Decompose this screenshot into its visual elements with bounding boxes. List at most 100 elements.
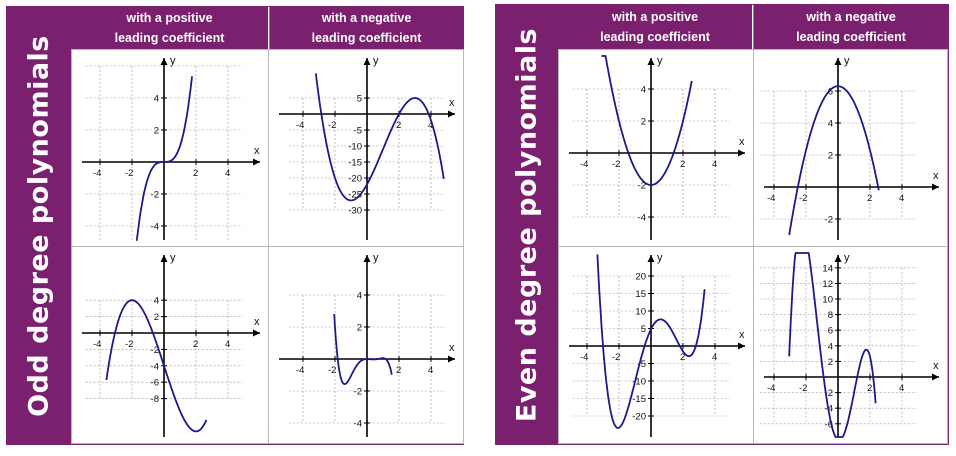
x-tick-label: -4: [296, 365, 304, 376]
y-tick-label: -5: [354, 126, 362, 137]
x-axis-arrow: [738, 149, 745, 157]
y-tick-label: -4: [151, 361, 159, 372]
graph-svg: x y -4 -2 2 4 4 2 -2 -4: [82, 55, 260, 241]
x-tick-label: 4: [225, 339, 230, 350]
x-axis-label: x: [254, 145, 260, 157]
x-tick-label: 4: [712, 159, 717, 170]
header-line2: leading coefficient: [311, 31, 422, 45]
y-tick-label: 14: [822, 263, 833, 274]
y-axis-arrow: [647, 255, 655, 262]
y-axis-arrow: [363, 58, 371, 65]
graph-even-negative-top: x y -4 -2 2 4 6 4 2 -2: [753, 49, 948, 247]
y-tick-label: -25: [348, 190, 362, 201]
header-line2: leading coefficient: [114, 31, 225, 45]
graph-svg: x y -4 -2 2 4 6 4 2 -2: [759, 55, 939, 240]
x-axis-arrow: [932, 373, 939, 381]
x-tick-label: -4: [296, 120, 304, 131]
polynomial-curve: [135, 76, 193, 241]
polynomial-curve: [788, 252, 877, 438]
x-tick-label: 4: [899, 383, 904, 394]
odd-header-negative: with a negative leading coefficient: [269, 7, 463, 49]
polynomial-curve: [596, 254, 706, 429]
x-axis-arrow: [448, 110, 455, 118]
y-axis-arrow: [160, 58, 168, 65]
y-tick-label: -5: [638, 359, 646, 370]
y-tick-label: 2: [357, 323, 362, 334]
x-tick-label: -2: [125, 339, 133, 350]
x-tick-label: -2: [328, 120, 336, 131]
y-tick-label: 4: [641, 85, 646, 96]
x-tick-label: 2: [396, 120, 401, 131]
y-tick-label: -4: [638, 213, 646, 224]
y-tick-label: 4: [154, 296, 159, 307]
x-axis-label: x: [933, 360, 939, 372]
y-tick-label: -20: [632, 412, 646, 423]
y-axis-label: y: [844, 252, 850, 264]
even-header-negative: with a negative leading coefficient: [753, 5, 948, 49]
x-tick-label: 4: [428, 365, 433, 376]
y-tick-label: 15: [635, 289, 646, 300]
y-tick-label: 4: [357, 291, 362, 302]
x-axis-arrow: [738, 342, 745, 350]
grid-lines: [759, 267, 917, 425]
y-tick-label: 2: [641, 117, 646, 128]
x-tick-label: -4: [580, 352, 588, 363]
x-tick-label: -2: [612, 352, 620, 363]
x-tick-label: -4: [580, 159, 588, 170]
graph-odd-positive-top: x y -4 -2 2 4 4 2 -2 -4: [71, 49, 269, 247]
y-tick-label: -2: [825, 215, 833, 226]
polynomial-curve: [601, 55, 693, 186]
y-tick-label: 4: [154, 94, 159, 105]
y-tick-label: -6: [151, 378, 159, 389]
y-axis-label: y: [373, 55, 379, 67]
y-axis-arrow: [363, 255, 371, 262]
y-axis-arrow: [834, 255, 842, 262]
graph-odd-positive-bottom: x y -4 -2 2 4 4 2 -2 -4 -6 -8: [71, 246, 269, 444]
y-tick-label: -4: [354, 419, 362, 430]
x-tick-label: 4: [712, 352, 717, 363]
x-tick-label: 4: [225, 168, 230, 179]
header-line1: with a negative: [806, 10, 896, 24]
y-tick-label: 10: [822, 295, 833, 306]
y-tick-label: -6: [825, 419, 833, 430]
header-line1: with a negative: [321, 11, 412, 25]
y-tick-label: -20: [348, 174, 362, 185]
y-tick-label: -30: [348, 206, 362, 217]
x-tick-label: -4: [767, 383, 775, 394]
graph-odd-negative-bottom: x y -4 -2 2 4 4 2 -2 -4: [268, 246, 464, 444]
grid-lines: [85, 65, 243, 240]
x-tick-label: -2: [328, 365, 336, 376]
x-axis-label: x: [933, 170, 939, 182]
x-tick-label: 2: [680, 159, 685, 170]
y-axis-label: y: [657, 252, 663, 264]
odd-row-label-bar: Odd degree polynomials: [7, 7, 71, 444]
graph-svg: x y -4 -2 2 4 4 2 -2 -4 -6 -8: [82, 252, 260, 437]
x-axis-label: x: [254, 316, 260, 328]
x-tick-label: 2: [193, 168, 198, 179]
header-line1: with a positive: [126, 11, 213, 25]
polynomial-curve: [314, 73, 445, 202]
x-tick-label: -2: [125, 168, 133, 179]
x-axis-arrow: [932, 183, 939, 191]
x-tick-label: 2: [867, 383, 872, 394]
polynomial-curve: [333, 313, 393, 386]
x-tick-label: -4: [93, 168, 101, 179]
x-axis-label: x: [739, 136, 745, 148]
grid-lines: [85, 299, 243, 399]
y-tick-label: -15: [348, 158, 362, 169]
grid-lines: [759, 90, 917, 220]
x-tick-label: 4: [428, 120, 433, 131]
y-tick-label: -8: [151, 394, 159, 405]
y-tick-label: 2: [154, 126, 159, 137]
y-tick-label: -2: [151, 190, 159, 201]
even-degree-panel: Even degree polynomials with a positive …: [495, 4, 949, 445]
y-axis-label: y: [657, 55, 663, 67]
graph-odd-negative-top: x y -4 -2 2 4 5 -5 -10 -15 -20 -25 -30: [268, 49, 464, 247]
x-axis-arrow: [253, 158, 260, 166]
x-tick-label: 2: [396, 365, 401, 376]
header-line2: leading coefficient: [600, 30, 710, 44]
y-tick-label: 6: [828, 326, 833, 337]
even-header-positive: with a positive leading coefficient: [558, 5, 752, 49]
y-tick-label: -2: [638, 181, 646, 192]
